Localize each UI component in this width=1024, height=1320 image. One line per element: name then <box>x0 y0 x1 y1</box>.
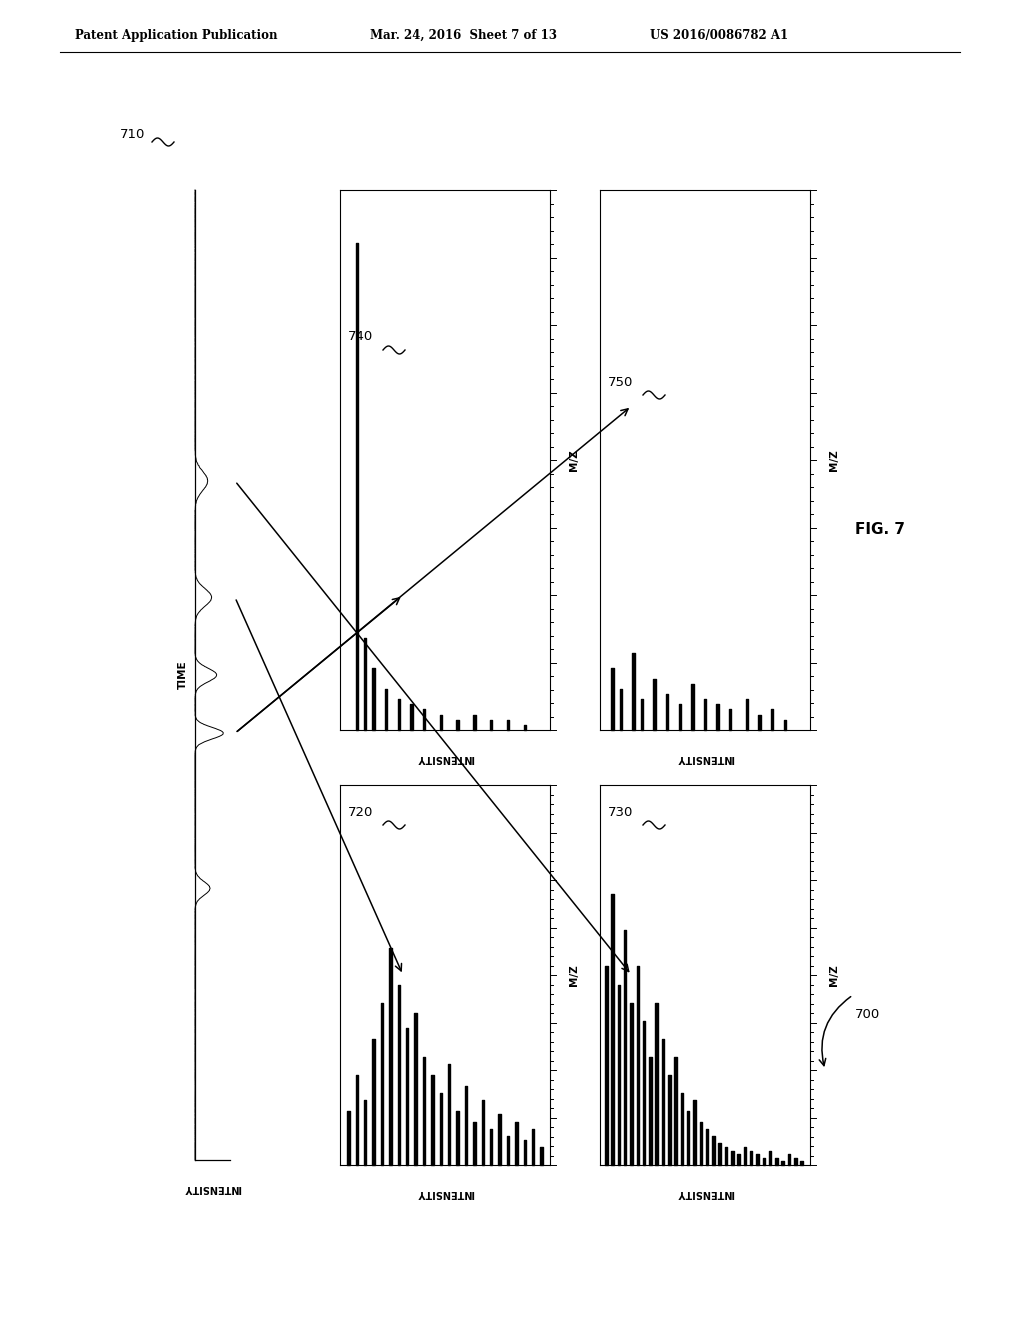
Text: FIG. 7: FIG. 7 <box>855 523 905 537</box>
Text: INTENSITY: INTENSITY <box>676 752 734 763</box>
Text: 700: 700 <box>855 1008 881 1022</box>
FancyArrowPatch shape <box>819 997 851 1065</box>
Text: INTENSITY: INTENSITY <box>416 752 474 763</box>
Text: M/Z: M/Z <box>829 449 839 471</box>
Text: M/Z: M/Z <box>569 964 579 986</box>
Text: US 2016/0086782 A1: US 2016/0086782 A1 <box>650 29 788 41</box>
Text: INTENSITY: INTENSITY <box>183 1183 242 1193</box>
Text: Patent Application Publication: Patent Application Publication <box>75 29 278 41</box>
Text: Mar. 24, 2016  Sheet 7 of 13: Mar. 24, 2016 Sheet 7 of 13 <box>370 29 557 41</box>
Text: 710: 710 <box>120 128 145 141</box>
Text: 740: 740 <box>348 330 374 343</box>
Text: M/Z: M/Z <box>829 964 839 986</box>
Text: INTENSITY: INTENSITY <box>416 1188 474 1199</box>
Text: 730: 730 <box>608 805 634 818</box>
Text: 750: 750 <box>608 375 634 388</box>
Text: INTENSITY: INTENSITY <box>676 1188 734 1199</box>
Text: TIME: TIME <box>178 661 188 689</box>
Text: M/Z: M/Z <box>569 449 579 471</box>
Text: 720: 720 <box>348 805 374 818</box>
